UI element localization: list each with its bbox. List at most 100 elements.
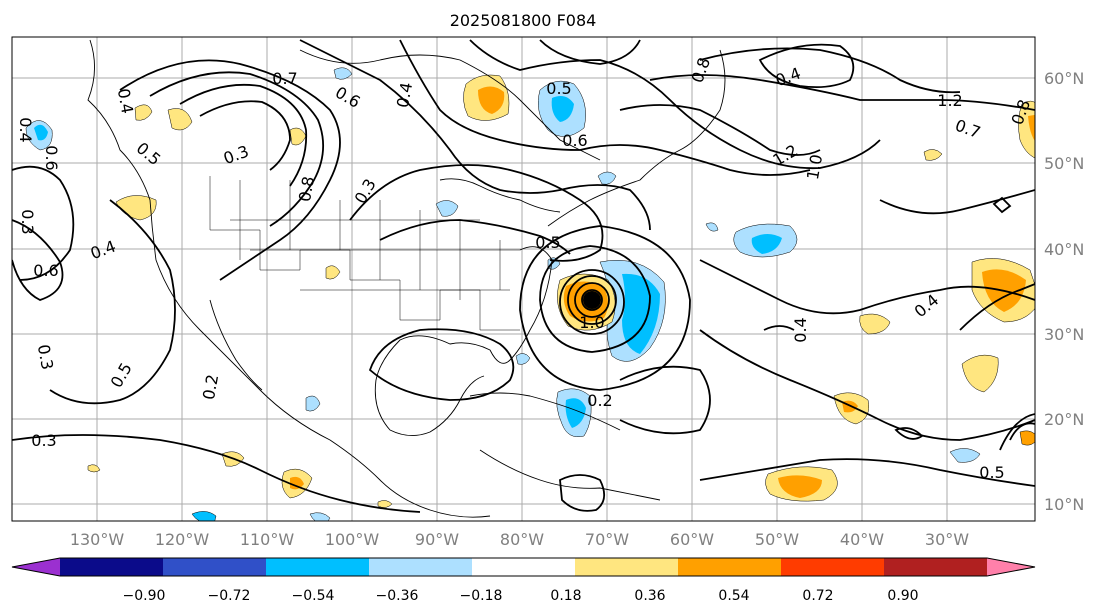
lon-tick-label: 50°W xyxy=(755,530,799,549)
lon-tick-label: 80°W xyxy=(500,530,544,549)
colorbar-segment xyxy=(60,558,164,576)
lon-tick-label: 70°W xyxy=(585,530,629,549)
contour-label: 0.4 xyxy=(393,81,416,109)
colorbar-segment xyxy=(266,558,370,576)
contour-label: 1.2 xyxy=(937,91,962,110)
colorbar-tick-label: 0.90 xyxy=(887,588,918,604)
hurricane-ring-2 xyxy=(574,282,610,318)
contour-label: 0.6 xyxy=(562,131,587,150)
lat-tick-label: 20°N xyxy=(1044,410,1084,429)
colorbar-tick-label: −0.72 xyxy=(208,588,251,604)
colorbar: −0.90 −0.72 −0.54 −0.36 −0.18 0.18 0.36 … xyxy=(11,557,1036,604)
contour-west-trough-4 xyxy=(199,100,291,171)
contour-label: 0.6 xyxy=(42,145,61,170)
blob-pos-bc-2 xyxy=(167,108,193,131)
contour-label: 0.2 xyxy=(199,373,222,401)
colorbar-tick-label: 0.54 xyxy=(718,588,749,604)
colorbar-tick-label: −0.36 xyxy=(376,588,419,604)
contour-label: 0.3 xyxy=(34,343,57,371)
state-lines-3 xyxy=(230,219,520,291)
colorbar-extend-left xyxy=(12,558,60,576)
blob-neg-caribbean-core xyxy=(565,398,586,428)
contour-label: 0.4 xyxy=(16,117,35,142)
blob-neg-nwt xyxy=(333,67,353,80)
lat-tick-label: 40°N xyxy=(1044,240,1084,259)
shaded-fields xyxy=(25,67,1035,521)
contour-northeast-us xyxy=(349,164,604,262)
contour-label: 0.5 xyxy=(546,79,571,98)
lon-tick-label: 60°W xyxy=(670,530,714,549)
contour-label: 0.6 xyxy=(33,261,58,280)
blob-pos-bc-1 xyxy=(134,104,153,121)
coast-hudson xyxy=(299,49,601,161)
colorbar-tick-label: −0.54 xyxy=(292,588,335,604)
blob-pos-texas xyxy=(325,265,341,280)
contour-jet-2 xyxy=(619,104,821,156)
blob-pos-pacific-mexico-core xyxy=(290,476,304,490)
coastlines xyxy=(87,39,726,518)
contour-ohio-valley xyxy=(379,219,571,255)
blob-neg-atlantic-small xyxy=(705,222,719,232)
blob-pos-pacific-tiny xyxy=(377,500,393,508)
blob-pos-pacific-west xyxy=(87,464,101,473)
hurricane-ring-3 xyxy=(567,275,617,325)
contour-gulf-closed xyxy=(368,328,515,401)
colorbar-tick-label: −0.90 xyxy=(123,588,166,604)
contour-label: 0.2 xyxy=(587,391,612,410)
contour-small-04 xyxy=(763,325,795,331)
blob-neg-hurricane-east-core xyxy=(622,273,660,354)
colorbar-segment xyxy=(369,558,473,576)
contour-east-edge-3 xyxy=(959,283,1035,331)
blob-pos-hudson-core xyxy=(478,86,505,114)
contour-jet-1 xyxy=(469,39,881,170)
contour-west-trough-2 xyxy=(149,71,325,227)
blob-neg-pacific-south-2 xyxy=(309,512,331,521)
blob-neg-bahamas xyxy=(515,353,531,365)
colorbar-segment xyxy=(472,558,576,576)
blob-pos-east-edge-core xyxy=(1028,114,1035,142)
contour-labrador xyxy=(539,39,641,65)
contour-east-edge-1 xyxy=(1009,422,1035,441)
contour-atlantic-high xyxy=(758,43,855,89)
colorbar-segment xyxy=(781,558,885,576)
contour-jet-3 xyxy=(649,74,1035,111)
contour-label: 0.8 xyxy=(295,175,318,203)
colorbar-tick-label: 0.36 xyxy=(634,588,665,604)
colorbar-tick-label: 0.18 xyxy=(550,588,581,604)
contour-label: 0.4 xyxy=(114,87,137,115)
contour-label: 0.5 xyxy=(535,233,560,252)
contour-jet-4 xyxy=(699,47,961,94)
coast-south-america xyxy=(479,449,661,501)
contour-label: 1.0 xyxy=(803,153,826,181)
colorbar-tick-label: −0.18 xyxy=(460,588,503,604)
blob-neg-labrador-core xyxy=(551,96,574,122)
colorbar-segment xyxy=(678,558,782,576)
lon-tick-label: 130°W xyxy=(70,530,125,549)
contour-label: 1.0 xyxy=(579,313,604,332)
colorbar-outline xyxy=(11,557,1036,577)
contour-subtropical xyxy=(699,259,1035,315)
hurricane-ring-6 xyxy=(519,225,691,391)
colorbar-segment xyxy=(884,558,988,576)
longitude-labels: 130°W 120°W 110°W 100°W 90°W 80°W 70°W 6… xyxy=(70,530,969,549)
blob-neg-gulf-mexico-pacific xyxy=(305,395,321,412)
lat-tick-label: 30°N xyxy=(1044,325,1084,344)
colorbar-tick-labels: −0.90 −0.72 −0.54 −0.36 −0.18 0.18 0.36 … xyxy=(123,588,919,604)
contour-pacific-low xyxy=(12,165,75,281)
hurricane-ring-5 xyxy=(539,245,651,353)
blob-neg-east-15n xyxy=(949,448,981,463)
blob-neg-great-lakes xyxy=(435,200,459,217)
state-borders xyxy=(209,176,520,331)
contour-east-pacific xyxy=(49,199,176,405)
blob-pos-east-15n xyxy=(1019,430,1035,446)
contour-south-03 xyxy=(12,434,421,513)
contours xyxy=(12,39,1035,513)
contour-label: 0.3 xyxy=(31,431,56,450)
coast-baja xyxy=(209,299,263,391)
contour-subtropical-2 xyxy=(699,329,1035,441)
contour-label: 0.7 xyxy=(272,69,297,88)
lon-tick-label: 90°W xyxy=(415,530,459,549)
contour-atlantic-mid xyxy=(879,189,1035,215)
lat-tick-label: 50°N xyxy=(1044,154,1084,173)
contour-caribbean xyxy=(619,365,711,435)
